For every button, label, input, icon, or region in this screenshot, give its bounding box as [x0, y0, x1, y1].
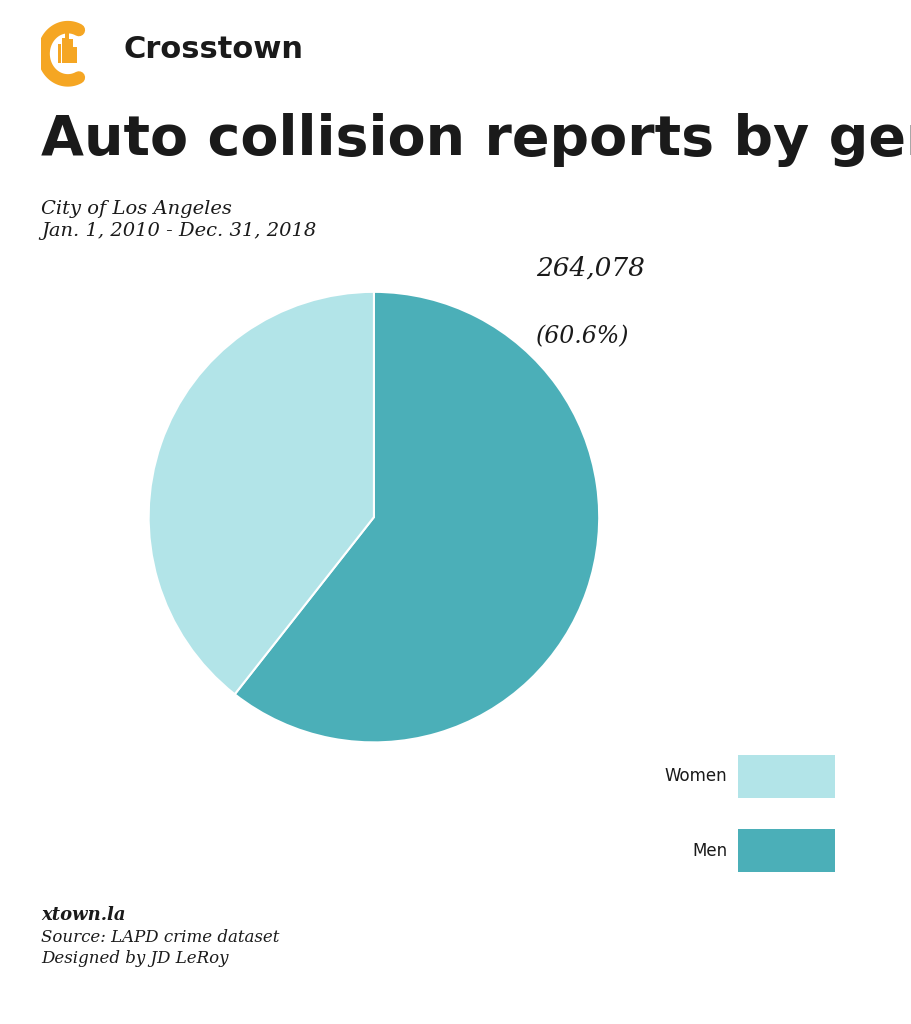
Text: Designed by JD LeRoy: Designed by JD LeRoy: [41, 950, 229, 968]
FancyBboxPatch shape: [737, 829, 834, 872]
Bar: [69, 39, 73, 63]
Bar: [57, 44, 61, 63]
Bar: [62, 38, 65, 63]
Text: Men: Men: [691, 842, 727, 860]
FancyBboxPatch shape: [737, 755, 834, 798]
Text: City of Los Angeles: City of Los Angeles: [41, 200, 231, 218]
Wedge shape: [148, 292, 374, 694]
Bar: [73, 47, 77, 63]
Wedge shape: [234, 292, 599, 742]
Text: xtown.la: xtown.la: [41, 906, 126, 925]
Bar: [66, 31, 69, 63]
Text: (60.6%): (60.6%): [536, 326, 629, 348]
Text: Source: LAPD crime dataset: Source: LAPD crime dataset: [41, 929, 279, 946]
Text: Jan. 1, 2010 - Dec. 31, 2018: Jan. 1, 2010 - Dec. 31, 2018: [41, 222, 316, 241]
Text: 264,078: 264,078: [536, 256, 644, 281]
Text: Auto collision reports by gender: Auto collision reports by gender: [41, 113, 911, 167]
Text: Women: Women: [664, 767, 727, 785]
Text: Crosstown: Crosstown: [123, 35, 302, 63]
